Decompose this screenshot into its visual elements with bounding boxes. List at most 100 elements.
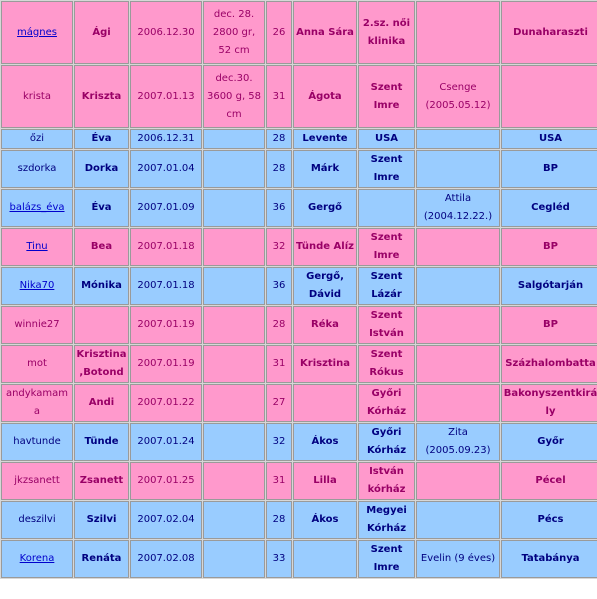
hospital-cell: István kórház (358, 462, 415, 500)
city-cell: Dunaharaszti (501, 1, 597, 64)
hospital-cell: Győri Kórház (358, 384, 415, 422)
date-cell: 2007.02.08 (130, 540, 202, 578)
date-cell: 2006.12.30 (130, 1, 202, 64)
baby-name-cell: Ágota (293, 65, 357, 128)
hospital-cell: Győri Kórház (358, 423, 415, 461)
table-row: andykamama Andi 2007.01.22 27 Győri Kórház Ba… (1, 384, 597, 422)
table-row: őzi Éva 2006.12.31 28 Levente USA USA (1, 129, 597, 149)
user-nick: krista (23, 90, 51, 102)
user-nick: jkzsanett (14, 475, 60, 486)
nick-cell: winnie27 (1, 306, 73, 344)
table-row: Tinu Bea 2007.01.18 32 Tünde Alíz Szent Imre B… (1, 228, 597, 266)
birth-details-cell (203, 150, 265, 188)
nick-cell: havtunde (1, 423, 73, 461)
table-body: mágnes Ági 2006.12.30 dec. 28. 2800 gr, 52 … (1, 1, 597, 578)
birth-details-cell (203, 423, 265, 461)
sibling-cell (416, 150, 500, 188)
week-cell: 28 (266, 501, 292, 539)
table-row: deszilvi Szilvi 2007.02.04 28 Ákos Megyei Kór… (1, 501, 597, 539)
sibling-cell (416, 228, 500, 266)
hospital-cell: Szent Imre (358, 228, 415, 266)
table-row: jkzsanett Zsanett 2007.01.25 31 Lilla István … (1, 462, 597, 500)
user-profile-link[interactable]: Korena (19, 553, 55, 564)
birth-details-cell (203, 189, 265, 227)
hospital-cell: Szent Lázár (358, 267, 415, 305)
birth-details-cell: dec.30. 3600 g, 58 cm (203, 65, 265, 128)
birth-details-cell (203, 228, 265, 266)
sibling-cell: Zita (2005.09.23) (416, 423, 500, 461)
user-nick: winnie27 (14, 319, 60, 330)
date-cell: 2007.01.19 (130, 306, 202, 344)
week-cell: 32 (266, 228, 292, 266)
baby-name-cell: Lilla (293, 462, 357, 500)
user-nick: mot (27, 358, 47, 369)
birth-details-cell (203, 540, 265, 578)
baby-name-cell: Levente (293, 129, 357, 149)
city-cell: Bakonyszentkirály (501, 384, 597, 422)
sibling-cell (416, 129, 500, 149)
city-cell: Pécel (501, 462, 597, 500)
table-row: mot Krisztina ,Botond 2007.01.19 31 Krisztin… (1, 345, 597, 383)
hospital-cell: Szent Rókus (358, 345, 415, 383)
birth-details-cell (203, 129, 265, 149)
sibling-cell (416, 501, 500, 539)
user-nick: andykamama (5, 388, 69, 417)
city-cell: Cegléd (501, 189, 597, 227)
mother-cell: Ági (74, 1, 129, 64)
user-profile-link[interactable]: mágnes (17, 26, 57, 38)
date-cell: 2007.01.18 (130, 267, 202, 305)
city-cell: Tatabánya (501, 540, 597, 578)
hospital-cell (358, 189, 415, 227)
date-cell: 2007.01.09 (130, 189, 202, 227)
week-cell: 26 (266, 1, 292, 64)
mother-cell: Kriszta (74, 65, 129, 128)
sibling-cell (416, 306, 500, 344)
mother-cell: Renáta (74, 540, 129, 578)
user-nick: őzi (29, 133, 45, 144)
table-row: krista Kriszta 2007.01.13 dec.30. 3600 g, 5… (1, 65, 597, 128)
table-row: mágnes Ági 2006.12.30 dec. 28. 2800 gr, 52 … (1, 1, 597, 64)
sibling-cell: Attila (2004.12.22.) (416, 189, 500, 227)
table-row: havtunde Tünde 2007.01.24 32 Ákos Győri Kórhá… (1, 423, 597, 461)
baby-name-cell: Tünde Alíz (293, 228, 357, 266)
nick-cell: szdorka (1, 150, 73, 188)
nick-cell: krista (1, 65, 73, 128)
nick-cell: mágnes (1, 1, 73, 64)
date-cell: 2007.01.04 (130, 150, 202, 188)
birth-details-cell: dec. 28. 2800 gr, 52 cm (203, 1, 265, 64)
user-nick: havtunde (13, 436, 61, 447)
nick-cell: jkzsanett (1, 462, 73, 500)
user-nick: deszilvi (18, 514, 56, 525)
table-row: winnie27 2007.01.19 28 Réka Szent István BP (1, 306, 597, 344)
table-row: Korena Renáta 2007.02.08 33 Szent Imre Evelin… (1, 540, 597, 578)
hospital-cell: Megyei Kórház (358, 501, 415, 539)
nick-cell: Nika70 (1, 267, 73, 305)
user-profile-link[interactable]: Tinu (26, 241, 48, 252)
sibling-cell (416, 1, 500, 64)
baby-name-cell: Anna Sára (293, 1, 357, 64)
date-cell: 2006.12.31 (130, 129, 202, 149)
week-cell: 28 (266, 306, 292, 344)
city-cell: Pécs (501, 501, 597, 539)
birth-details-cell (203, 501, 265, 539)
birth-details-cell (203, 384, 265, 422)
sibling-cell (416, 345, 500, 383)
week-cell: 36 (266, 189, 292, 227)
sibling-cell (416, 384, 500, 422)
city-cell: USA (501, 129, 597, 149)
week-cell: 27 (266, 384, 292, 422)
hospital-cell: Szent István (358, 306, 415, 344)
mother-cell (74, 306, 129, 344)
mother-cell: Bea (74, 228, 129, 266)
week-cell: 33 (266, 540, 292, 578)
user-profile-link[interactable]: balázs_éva (9, 202, 65, 213)
nick-cell: balázs_éva (1, 189, 73, 227)
date-cell: 2007.02.04 (130, 501, 202, 539)
nick-cell: Tinu (1, 228, 73, 266)
baby-name-cell (293, 540, 357, 578)
hospital-cell: Szent Imre (358, 65, 415, 128)
user-profile-link[interactable]: Nika70 (19, 280, 55, 291)
nick-cell: andykamama (1, 384, 73, 422)
date-cell: 2007.01.22 (130, 384, 202, 422)
baby-name-cell: Gergő, Dávid (293, 267, 357, 305)
